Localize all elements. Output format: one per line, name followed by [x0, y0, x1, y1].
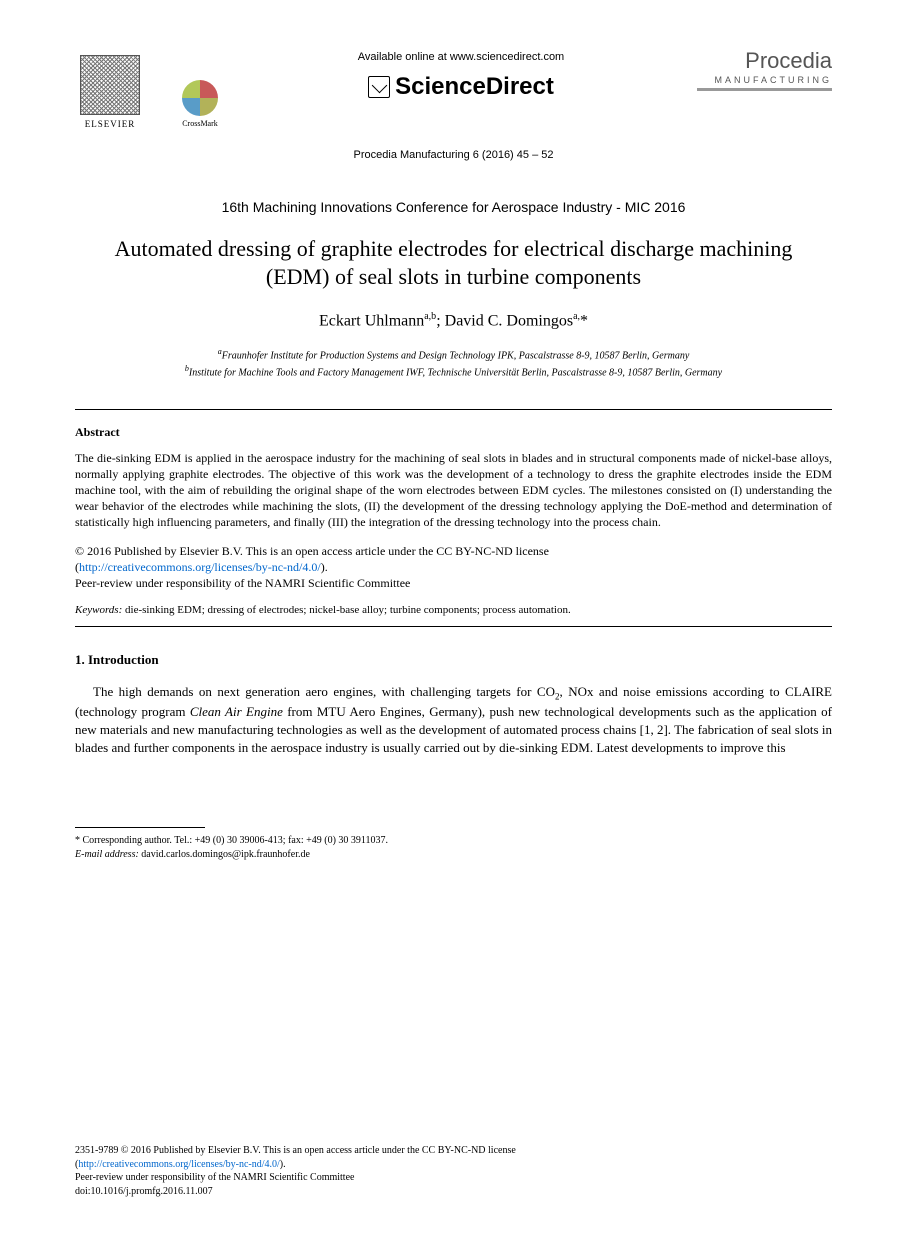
email-address[interactable]: david.carlos.domingos@ipk.fraunhofer.de [139, 849, 310, 860]
crossmark-icon [182, 80, 218, 116]
author-2-name[interactable]: David C. Domingos [445, 312, 573, 329]
affiliation-b-text: Institute for Machine Tools and Factory … [189, 368, 722, 379]
sciencedirect-logo[interactable]: ScienceDirect [368, 71, 554, 103]
author-1-name[interactable]: Eckart Uhlmann [319, 312, 424, 329]
p1-italic: Clean Air Engine [190, 704, 283, 719]
footer-doi: doi:10.1016/j.promfg.2016.11.007 [75, 1186, 213, 1197]
p1-part-a: The high demands on next generation aero… [93, 684, 555, 699]
footnote-rule [75, 827, 205, 828]
copyright-line1: © 2016 Published by Elsevier B.V. This i… [75, 544, 549, 558]
footer-peer-line: Peer-review under responsibility of the … [75, 1172, 354, 1183]
elsevier-logo[interactable]: ELSEVIER [75, 50, 145, 130]
conference-name: 16th Machining Innovations Conference fo… [75, 198, 832, 217]
header-center: Available online at www.sciencedirect.co… [245, 50, 677, 103]
keywords-line: Keywords: die-sinking EDM; dressing of e… [75, 603, 832, 618]
author-1-affiliation-sup: a,b [424, 311, 436, 322]
article-title: Automated dressing of graphite electrode… [75, 235, 832, 292]
footer-issn-line: 2351-9789 © 2016 Published by Elsevier B… [75, 1145, 516, 1156]
authors-line: Eckart Uhlmanna,b; David C. Domingosa,* [75, 310, 832, 332]
section-1-paragraph-1: The high demands on next generation aero… [75, 683, 832, 758]
procedia-logo-text: Procedia [697, 50, 832, 72]
crossmark-badge[interactable]: CrossMark [175, 65, 225, 130]
author-2-affiliation-sup: a, [573, 311, 580, 322]
elsevier-tree-icon [80, 55, 140, 115]
header-right: Procedia MANUFACTURING [697, 50, 832, 91]
license-link[interactable]: http://creativecommons.org/licenses/by-n… [79, 560, 321, 574]
divider-top [75, 409, 832, 410]
header-left: ELSEVIER CrossMark [75, 50, 225, 130]
section-1-heading: 1. Introduction [75, 651, 832, 669]
affiliation-a-text: Fraunhofer Institute for Production Syst… [222, 350, 690, 361]
divider-bottom [75, 626, 832, 627]
author-2-corresponding-mark: * [580, 312, 588, 329]
crossmark-label: CrossMark [182, 119, 218, 130]
copyright-block: © 2016 Published by Elsevier B.V. This i… [75, 543, 832, 592]
procedia-subtitle: MANUFACTURING [697, 74, 832, 91]
affiliations-block: aFraunhofer Institute for Production Sys… [75, 346, 832, 381]
abstract-heading: Abstract [75, 424, 832, 440]
author-separator: ; [436, 312, 444, 329]
peer-review-line: Peer-review under responsibility of the … [75, 576, 410, 590]
available-online-text: Available online at www.sciencedirect.co… [245, 50, 677, 65]
elsevier-label: ELSEVIER [85, 118, 136, 130]
keywords-label: Keywords: [75, 604, 122, 616]
citation-line: Procedia Manufacturing 6 (2016) 45 – 52 [75, 148, 832, 163]
footnote-block: * Corresponding author. Tel.: +49 (0) 30… [75, 834, 832, 862]
email-label: E-mail address: [75, 849, 139, 860]
corresponding-author-line: * Corresponding author. Tel.: +49 (0) 30… [75, 835, 388, 846]
keywords-text: die-sinking EDM; dressing of electrodes;… [122, 604, 570, 616]
abstract-text: The die-sinking EDM is applied in the ae… [75, 450, 832, 531]
header-row: ELSEVIER CrossMark Available online at w… [75, 50, 832, 130]
sciencedirect-text: ScienceDirect [395, 71, 554, 103]
sciencedirect-icon [368, 76, 390, 98]
footer-license-link[interactable]: http://creativecommons.org/licenses/by-n… [78, 1159, 279, 1170]
page-footer: 2351-9789 © 2016 Published by Elsevier B… [75, 1144, 832, 1198]
